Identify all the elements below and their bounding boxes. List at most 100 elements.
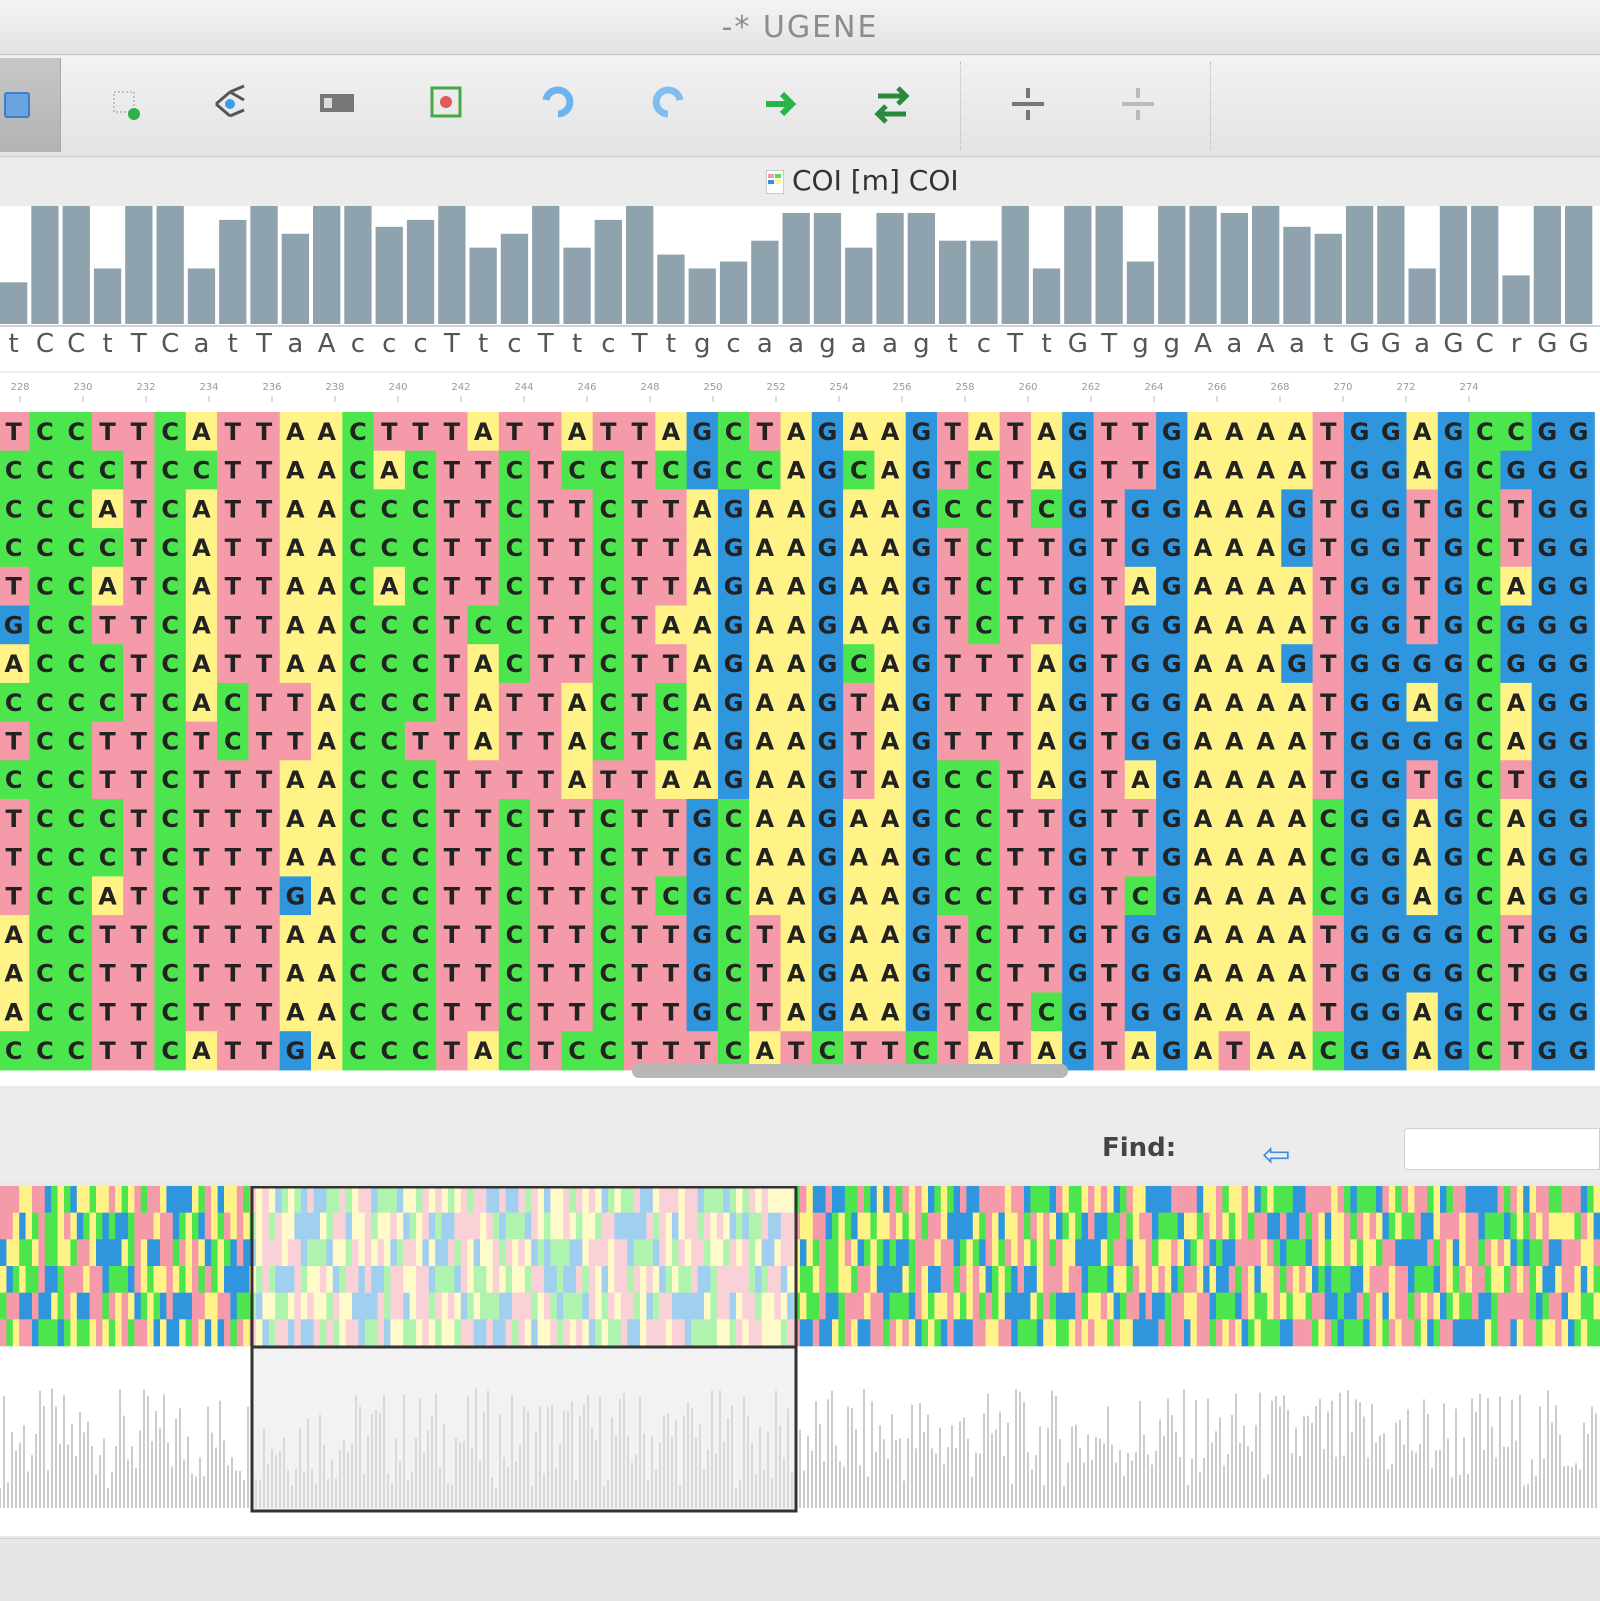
nucleotide-cell[interactable] <box>937 412 969 452</box>
nucleotide-cell[interactable] <box>1531 760 1564 800</box>
nucleotide-cell[interactable] <box>342 876 375 916</box>
nucleotide-cell[interactable] <box>248 953 281 993</box>
nucleotide-cell[interactable] <box>874 489 907 529</box>
nucleotide-cell[interactable] <box>624 644 656 684</box>
nucleotide-cell[interactable] <box>780 489 813 529</box>
nucleotide-cell[interactable] <box>1124 915 1157 955</box>
nucleotide-cell[interactable] <box>1437 566 1470 606</box>
nucleotide-cell[interactable] <box>1375 566 1407 606</box>
nucleotide-cell[interactable] <box>498 450 531 490</box>
nucleotide-cell[interactable] <box>1030 605 1063 645</box>
nucleotide-cell[interactable] <box>248 566 281 606</box>
nucleotide-cell[interactable] <box>91 953 124 993</box>
nucleotide-cell[interactable] <box>1187 450 1220 490</box>
nucleotide-cell[interactable] <box>1500 915 1533 955</box>
nucleotide-cell[interactable] <box>311 644 343 684</box>
nucleotide-cell[interactable] <box>905 992 938 1032</box>
nucleotide-cell[interactable] <box>1406 953 1439 993</box>
nucleotide-cell[interactable] <box>1030 953 1063 993</box>
nucleotide-cell[interactable] <box>968 992 1001 1032</box>
nucleotide-cell[interactable] <box>655 876 688 916</box>
nucleotide-cell[interactable] <box>717 682 750 723</box>
nucleotide-cell[interactable] <box>561 644 594 684</box>
nucleotide-cell[interactable] <box>1375 992 1407 1032</box>
nucleotide-cell[interactable] <box>561 605 594 645</box>
nucleotide-cell[interactable] <box>1375 682 1407 723</box>
nucleotide-cell[interactable] <box>1030 644 1063 684</box>
nucleotide-cell[interactable] <box>498 876 531 916</box>
nucleotide-cell[interactable] <box>1250 953 1282 993</box>
nucleotide-cell[interactable] <box>1093 682 1126 723</box>
nucleotide-cell[interactable] <box>1437 721 1470 761</box>
nucleotide-cell[interactable] <box>217 566 249 606</box>
nucleotide-cell[interactable] <box>1500 876 1533 916</box>
visible-region-frame[interactable] <box>250 1185 798 1349</box>
nucleotide-cell[interactable] <box>1563 799 1595 839</box>
nucleotide-cell[interactable] <box>467 489 500 529</box>
nucleotide-cell[interactable] <box>624 992 656 1032</box>
nucleotide-cell[interactable] <box>749 450 781 490</box>
nucleotide-cell[interactable] <box>624 682 656 723</box>
nucleotide-cell[interactable] <box>1250 528 1282 568</box>
nucleotide-cell[interactable] <box>686 450 719 490</box>
nucleotide-cell[interactable] <box>185 644 218 684</box>
nucleotide-cell[interactable] <box>1469 489 1501 529</box>
nucleotide-cell[interactable] <box>1375 876 1407 916</box>
nucleotide-cell[interactable] <box>1563 837 1595 877</box>
nucleotide-cell[interactable] <box>780 799 813 839</box>
nucleotide-cell[interactable] <box>1469 566 1501 606</box>
nucleotide-cell[interactable] <box>624 799 656 839</box>
nucleotide-cell[interactable] <box>686 528 719 568</box>
nucleotide-cell[interactable] <box>530 760 562 800</box>
nucleotide-cell[interactable] <box>60 992 93 1032</box>
nucleotide-cell[interactable] <box>999 992 1032 1032</box>
nucleotide-cell[interactable] <box>29 876 62 916</box>
nucleotide-cell[interactable] <box>1343 915 1376 955</box>
nucleotide-cell[interactable] <box>467 682 500 723</box>
nucleotide-cell[interactable] <box>1343 760 1376 800</box>
nucleotide-cell[interactable] <box>1437 450 1470 490</box>
nucleotide-cell[interactable] <box>811 799 844 839</box>
nucleotide-cell[interactable] <box>1312 450 1345 490</box>
nucleotide-cell[interactable] <box>624 605 656 645</box>
nucleotide-cell[interactable] <box>592 528 625 568</box>
horizontal-scrollbar[interactable] <box>632 1064 1068 1078</box>
nucleotide-cell[interactable] <box>999 644 1032 684</box>
nucleotide-cell[interactable] <box>874 605 907 645</box>
nucleotide-cell[interactable] <box>717 489 750 529</box>
nucleotide-cell[interactable] <box>373 1031 406 1071</box>
nucleotide-cell[interactable] <box>968 682 1001 723</box>
nucleotide-cell[interactable] <box>404 760 437 800</box>
nucleotide-cell[interactable] <box>811 876 844 916</box>
nucleotide-cell[interactable] <box>91 450 124 490</box>
nucleotide-cell[interactable] <box>1218 876 1251 916</box>
nucleotide-cell[interactable] <box>1250 992 1282 1032</box>
nucleotide-cell[interactable] <box>467 876 500 916</box>
nucleotide-cell[interactable] <box>717 450 750 490</box>
nucleotide-cell[interactable] <box>1406 605 1439 645</box>
nucleotide-cell[interactable] <box>1030 876 1063 916</box>
nucleotide-cell[interactable] <box>1124 992 1157 1032</box>
nucleotide-cell[interactable] <box>717 915 750 955</box>
nucleotide-cell[interactable] <box>561 489 594 529</box>
nucleotide-cell[interactable] <box>530 412 562 452</box>
nucleotide-cell[interactable] <box>1500 1031 1533 1071</box>
nucleotide-cell[interactable] <box>467 566 500 606</box>
nucleotide-cell[interactable] <box>154 721 187 761</box>
nucleotide-cell[interactable] <box>1406 528 1439 568</box>
nucleotide-cell[interactable] <box>467 837 500 877</box>
nucleotide-cell[interactable] <box>624 566 656 606</box>
nucleotide-cell[interactable] <box>1187 915 1220 955</box>
nucleotide-cell[interactable] <box>1406 682 1439 723</box>
nucleotide-cell[interactable] <box>1406 760 1439 800</box>
nucleotide-cell[interactable] <box>91 644 124 684</box>
zoom-in-icon[interactable] <box>1000 74 1060 134</box>
nucleotide-cell[interactable] <box>467 953 500 993</box>
nucleotide-cell[interactable] <box>1375 721 1407 761</box>
nucleotide-cell[interactable] <box>1312 721 1345 761</box>
nucleotide-cell[interactable] <box>1250 566 1282 606</box>
nucleotide-cell[interactable] <box>1312 876 1345 916</box>
nucleotide-cell[interactable] <box>780 915 813 955</box>
